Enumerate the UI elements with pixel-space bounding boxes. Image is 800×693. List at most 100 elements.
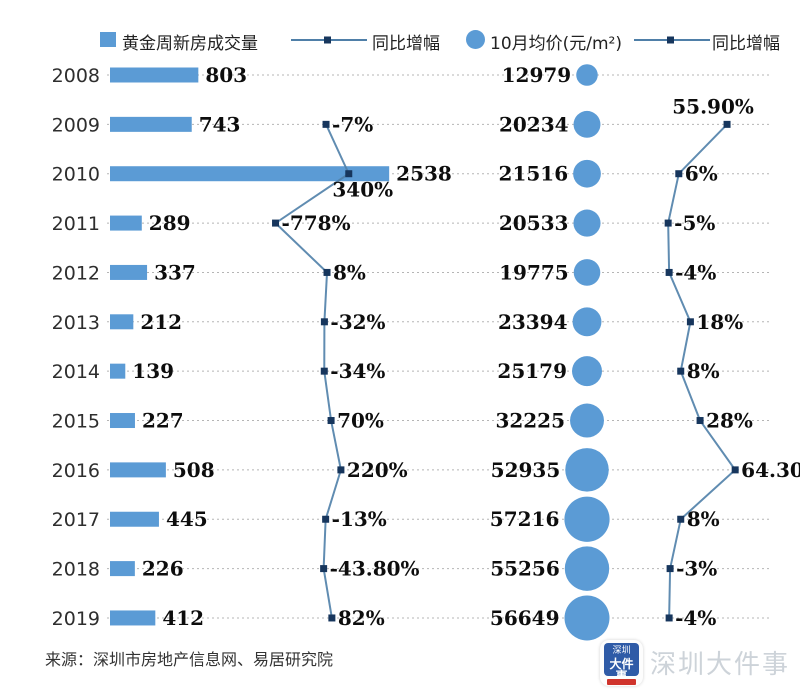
year-label: 2008 — [52, 65, 100, 87]
year-label: 2011 — [52, 213, 100, 235]
price-yoy-label: 8% — [687, 359, 720, 383]
price-bubble — [570, 403, 604, 438]
year-label: 2013 — [52, 312, 100, 334]
volume-value-label: 412 — [162, 606, 204, 630]
volume-yoy-label: 82% — [338, 606, 385, 630]
price-yoy-label: 18% — [696, 310, 743, 334]
volume-bar — [110, 215, 142, 231]
price-yoy-label: 6% — [685, 162, 718, 186]
volume-yoy-marker — [320, 318, 328, 326]
volume-yoy-marker — [327, 417, 335, 425]
price-yoy-marker — [696, 417, 704, 425]
year-label: 2009 — [52, 114, 100, 136]
volume-yoy-label: -7% — [332, 112, 373, 136]
source-text: 来源：深圳市房地产信息网、易居研究院 — [45, 650, 334, 669]
volume-value-label: 445 — [166, 507, 208, 531]
volume-yoy-label: -778% — [282, 211, 351, 235]
watermark-text: 深圳大件事 — [650, 650, 791, 680]
price-yoy-marker — [666, 565, 674, 573]
year-label: 2015 — [52, 411, 100, 433]
volume-yoy-label: -13% — [332, 507, 387, 531]
volume-yoy-label: 70% — [337, 409, 384, 433]
price-yoy-label: -4% — [675, 606, 716, 630]
volume-yoy-marker — [320, 367, 328, 375]
price-value-label: 32225 — [495, 409, 565, 433]
volume-bar — [110, 116, 192, 132]
volume-yoy-label: 8% — [333, 260, 366, 284]
watermark-logo-icon: 深圳 大件事 — [600, 640, 643, 686]
price-value-label: 20533 — [499, 211, 569, 235]
volume-value-label: 803 — [205, 63, 247, 87]
price-value-label: 21516 — [499, 162, 569, 186]
price-value-label: 19775 — [499, 260, 569, 284]
volume-bar — [110, 413, 135, 429]
legend-bubble-yoy-label: 同比增幅 — [712, 34, 780, 54]
year-label: 2012 — [52, 262, 100, 284]
legend-bubble-label: 10月均价(元/m²) — [490, 34, 622, 54]
price-bubble — [576, 64, 598, 86]
price-yoy-label: 8% — [687, 507, 720, 531]
price-yoy-label: 28% — [706, 409, 753, 433]
price-value-label: 55256 — [490, 557, 560, 581]
volume-value-label: 743 — [199, 112, 241, 136]
price-yoy-marker — [675, 170, 683, 178]
bar-swatch-icon — [100, 32, 116, 47]
volume-value-label: 227 — [142, 409, 184, 433]
watermark-logo-red-stripe — [607, 679, 636, 685]
price-yoy-marker — [686, 318, 694, 326]
price-bubble — [564, 546, 610, 591]
year-label: 2010 — [52, 164, 100, 186]
price-bubble — [573, 209, 601, 237]
price-value-label: 23394 — [498, 310, 568, 334]
volume-yoy-marker — [323, 268, 331, 276]
price-value-label: 20234 — [499, 112, 569, 136]
volume-value-label: 226 — [142, 557, 184, 581]
volume-yoy-marker — [345, 170, 353, 178]
price-yoy-label: -4% — [675, 260, 716, 284]
line-swatch-icon — [291, 36, 367, 44]
volume-value-label: 289 — [149, 211, 191, 235]
volume-bar — [110, 610, 156, 626]
year-label: 2018 — [52, 559, 100, 581]
volume-bar — [110, 166, 390, 182]
volume-bar — [110, 561, 135, 577]
price-bubble — [572, 356, 602, 387]
price-yoy-label: 55.90% — [672, 94, 754, 118]
year-label: 2014 — [52, 361, 100, 383]
price-yoy-marker — [665, 268, 673, 276]
watermark-logo-top-text: 深圳 — [612, 646, 631, 656]
volume-bar — [110, 314, 134, 330]
price-yoy-label: 64.30% — [741, 458, 800, 482]
price-yoy-label: -3% — [676, 557, 717, 581]
price-value-label: 52935 — [491, 458, 561, 482]
volume-yoy-label: -43.80% — [330, 557, 420, 581]
price-yoy-marker — [664, 219, 672, 227]
price-value-label: 56649 — [490, 606, 560, 630]
volume-value-label: 139 — [132, 359, 174, 383]
price-value-label: 12979 — [502, 63, 572, 87]
price-bubble — [573, 259, 601, 286]
price-bubble — [573, 110, 601, 138]
price-bubble — [573, 159, 601, 188]
price-yoy-marker — [665, 614, 673, 622]
bubble-swatch-icon — [466, 30, 485, 49]
volume-value-label: 2538 — [396, 162, 452, 186]
watermark-logo-blue: 深圳 大件事 — [604, 643, 639, 682]
volume-bar — [110, 363, 126, 379]
year-label: 2016 — [52, 460, 100, 482]
volume-value-label: 212 — [140, 310, 182, 334]
year-label: 2019 — [52, 608, 100, 630]
volume-yoy-marker — [322, 515, 330, 523]
price-yoy-label: -5% — [674, 211, 715, 235]
volume-value-label: 508 — [173, 458, 215, 482]
volume-yoy-marker — [337, 466, 345, 474]
volume-yoy-marker — [272, 219, 280, 227]
price-bubble — [564, 595, 610, 641]
volume-yoy-marker — [320, 565, 328, 573]
volume-yoy-label: -32% — [330, 310, 385, 334]
price-bubble — [565, 448, 609, 492]
price-yoy-marker — [677, 515, 685, 523]
year-label: 2017 — [52, 509, 100, 531]
